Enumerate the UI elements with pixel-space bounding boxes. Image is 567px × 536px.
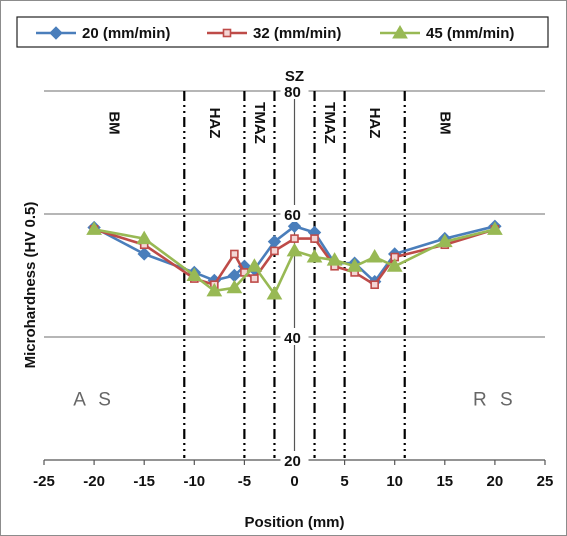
data-point (246, 258, 263, 272)
zone-label: BM (106, 111, 123, 134)
side-label: A S (73, 390, 115, 411)
data-series (86, 219, 503, 300)
x-tick-label: 0 (290, 473, 298, 490)
data-point (487, 221, 503, 235)
side-label: R S (473, 390, 517, 411)
zone-label: TMAZ (251, 102, 268, 144)
y-tick-label-bg (280, 328, 309, 345)
data-point (250, 274, 259, 283)
x-tick-label: 20 (487, 473, 504, 490)
x-tick-label: 5 (340, 473, 348, 490)
data-point (206, 282, 223, 297)
zone-label: HAZ (366, 108, 383, 139)
data-point (290, 234, 299, 243)
data-point (386, 258, 403, 272)
data-point (306, 249, 323, 263)
zone-boundaries: BM HAZ TMAZ TMAZ HAZ BM (106, 91, 453, 458)
y-tick-label: 60 (284, 207, 301, 224)
x-tick-label: -20 (83, 473, 105, 490)
zone-label: TMAZ (321, 102, 338, 144)
data-point (226, 279, 243, 294)
y-axis-title: Microhardness (HV 0.5) (22, 202, 39, 369)
data-point (86, 221, 102, 235)
annotations: SZ A S R S (73, 68, 517, 411)
y-tick-label: 20 (284, 453, 301, 470)
series-3 (86, 221, 503, 300)
x-tick-label: -25 (33, 473, 55, 490)
legend-entry-label: 20 (mm/min) (82, 25, 170, 42)
legend-box (16, 16, 549, 48)
zone-label: HAZ (206, 108, 223, 139)
data-point (270, 246, 279, 256)
data-point (137, 247, 151, 261)
x-tick-label: 15 (436, 473, 453, 490)
y-tick-label-bg (280, 205, 309, 222)
data-point (286, 242, 303, 257)
legend: 20 (mm/min) 32 (mm/min) 45 (mm/min) (16, 16, 549, 48)
legend-marker (222, 28, 232, 38)
sz-label: SZ (285, 68, 304, 85)
y-tick-label-bg (280, 451, 309, 468)
x-tick-label: -15 (133, 473, 155, 490)
series-line (93, 225, 496, 283)
legend-marker (49, 26, 63, 40)
data-point (186, 267, 203, 281)
x-tick-label: -5 (238, 473, 251, 490)
tick-labels: -25 -20 -15 -10 -5 0 5 10 15 20 25 20 40 60 80 (33, 82, 553, 490)
data-point (310, 234, 319, 243)
data-point (436, 233, 453, 248)
legend-entry-label: 45 (mm/min) (426, 25, 514, 42)
x-tick-label: -10 (183, 473, 205, 490)
zone-label: BM (436, 111, 453, 134)
x-tick-label: 25 (537, 473, 554, 490)
x-tick-label: 10 (386, 473, 403, 490)
data-point (366, 249, 383, 263)
data-point (266, 285, 283, 300)
data-point (230, 249, 239, 259)
data-point (370, 280, 379, 290)
legend-marker (392, 25, 408, 39)
y-tick-label: 80 (284, 84, 301, 101)
axis-titles: Position (mm) Microhardness (HV 0.5) (22, 202, 345, 531)
data-point (346, 258, 363, 272)
axes (44, 91, 545, 461)
data-point (326, 252, 343, 266)
legend-entry-label: 32 (mm/min) (253, 25, 341, 42)
data-point (136, 230, 153, 245)
y-tick-label: 40 (284, 330, 301, 347)
y-tick-label-bg (280, 82, 309, 99)
data-point (287, 219, 302, 234)
x-axis-title: Position (mm) (245, 514, 345, 531)
